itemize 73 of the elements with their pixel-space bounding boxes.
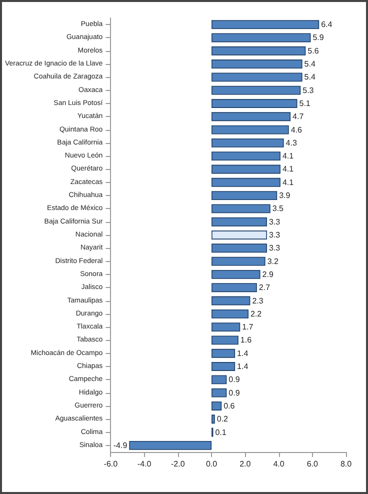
data-label: 3.3: [269, 217, 281, 226]
bar: [212, 152, 280, 161]
data-label: 3.9: [279, 191, 291, 200]
data-label: 3.3: [269, 244, 281, 253]
data-label: 1.4: [237, 348, 249, 358]
x-tick-label: -6.0: [104, 460, 118, 468]
bar: [212, 270, 260, 279]
data-label: 0.9: [228, 375, 240, 384]
bar: [212, 230, 267, 240]
x-tick-label: -4.0: [137, 460, 152, 468]
x-tick-label: 0.0: [206, 460, 218, 468]
data-label: 5.1: [299, 98, 311, 108]
bar: [212, 46, 306, 56]
data-label: 2.9: [262, 270, 274, 279]
bar: [212, 256, 266, 266]
bar: [212, 112, 291, 122]
bar: [212, 362, 236, 371]
data-label: 1.7: [242, 322, 254, 332]
data-label: 4.1: [282, 164, 294, 174]
bar: [212, 20, 320, 30]
data-label: 1.6: [240, 336, 252, 345]
data-label: 5.9: [312, 33, 324, 42]
bar: [212, 336, 238, 345]
data-label: 4.7: [292, 112, 304, 122]
x-tick-label: 8.0: [340, 460, 352, 468]
data-label: 4.6: [290, 125, 303, 134]
bar: [212, 402, 222, 410]
bar: [212, 125, 289, 134]
bar: [212, 322, 240, 332]
data-label: 4.1: [282, 178, 294, 187]
data-label: 0.6: [224, 401, 236, 410]
data-label: 4.1: [282, 152, 294, 161]
bar: [212, 191, 278, 200]
data-label: 0.1: [215, 428, 227, 437]
bar: [212, 138, 284, 148]
data-label: 2.7: [258, 283, 271, 292]
data-label: 3.2: [267, 256, 279, 266]
bar: [212, 414, 215, 424]
bar: [212, 296, 250, 306]
bar: [212, 283, 257, 292]
bar: [212, 375, 227, 384]
data-label: 1.4: [237, 362, 249, 372]
bar: [212, 60, 302, 68]
bar: [212, 348, 236, 358]
bar: [212, 33, 311, 42]
bar: [212, 86, 301, 95]
data-label: 5.3: [302, 86, 314, 95]
bar: [212, 244, 267, 253]
bar: [212, 388, 227, 398]
bar: [212, 217, 267, 226]
x-tick-label: 2.0: [240, 460, 252, 468]
data-label: 5.4: [304, 60, 316, 69]
data-label: 3.5: [272, 204, 284, 214]
bar: [212, 164, 280, 174]
x-tick-label: 4.0: [273, 460, 285, 468]
data-label: 0.2: [216, 414, 229, 424]
data-label: -4.9: [113, 440, 128, 450]
data-label: 5.6: [308, 46, 320, 56]
bar: [212, 99, 298, 108]
data-label: 0.9: [228, 388, 240, 398]
bar: [212, 309, 249, 318]
data-label: 5.4: [304, 72, 316, 82]
bar: [129, 440, 212, 450]
bar: [212, 204, 270, 214]
bar: [212, 72, 302, 82]
data-label: 6.4: [321, 20, 333, 30]
bar: [212, 178, 280, 187]
x-tick-label: 6.0: [306, 460, 318, 468]
data-label: 2.2: [250, 309, 262, 318]
x-tick-label: -2.0: [171, 460, 186, 468]
data-label: 4.3: [286, 138, 298, 148]
data-label: 2.3: [252, 296, 264, 306]
data-label: 3.3: [269, 230, 281, 240]
